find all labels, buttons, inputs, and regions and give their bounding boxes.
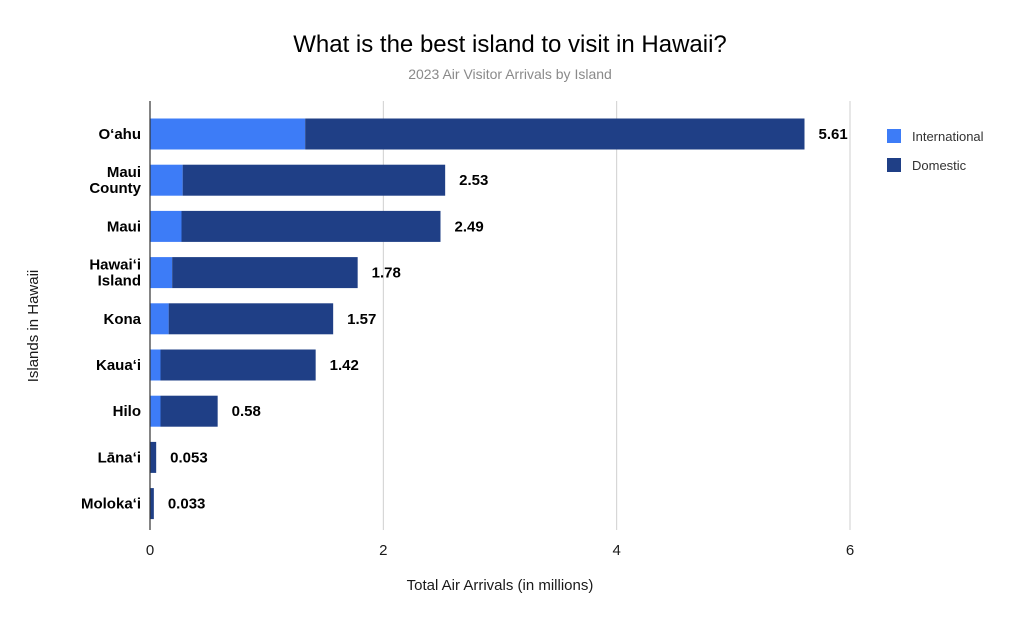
legend-swatch-domestic bbox=[887, 158, 901, 172]
legend-swatch-international bbox=[887, 129, 901, 143]
data-label: 0.58 bbox=[232, 403, 261, 420]
category-label: Maui County bbox=[89, 164, 141, 197]
category-label: O‘ahu bbox=[98, 126, 141, 143]
x-tick-label: 4 bbox=[612, 542, 620, 559]
category-label: Lāna‘i bbox=[98, 449, 141, 466]
bar-domestic-8 bbox=[150, 488, 154, 520]
bars bbox=[150, 118, 805, 520]
data-label: 0.033 bbox=[168, 496, 206, 513]
bar-domestic-6 bbox=[160, 395, 218, 427]
bar-international-4 bbox=[150, 303, 169, 335]
x-tick-label: 6 bbox=[846, 542, 854, 559]
category-label: Kona bbox=[104, 311, 142, 328]
bar-domestic-4 bbox=[168, 303, 334, 335]
bar-domestic-1 bbox=[182, 164, 446, 196]
bar-international-5 bbox=[150, 349, 161, 381]
x-axis-label: Total Air Arrivals (in millions) bbox=[407, 577, 594, 594]
bar-international-1 bbox=[150, 164, 183, 196]
category-label: Maui bbox=[107, 218, 141, 235]
bar-international-3 bbox=[150, 257, 173, 289]
chart-subtitle: 2023 Air Visitor Arrivals by Island bbox=[408, 66, 612, 82]
data-label: 1.42 bbox=[330, 357, 359, 374]
bar-domestic-2 bbox=[181, 210, 441, 242]
category-label: Moloka‘i bbox=[81, 496, 141, 513]
category-label: Kaua‘i bbox=[96, 357, 141, 374]
x-tick-label: 0 bbox=[146, 542, 154, 559]
data-label: 5.61 bbox=[819, 126, 848, 143]
legend-label-domestic: Domestic bbox=[912, 158, 967, 173]
category-label: Hilo bbox=[113, 403, 141, 420]
data-label: 0.053 bbox=[170, 449, 208, 466]
bar-domestic-0 bbox=[305, 118, 805, 150]
legend-label-international: International bbox=[912, 129, 984, 144]
category-labels: O‘ahu Maui County Maui Hawai‘i Island Kona Kaua… bbox=[81, 126, 142, 513]
data-label: 2.49 bbox=[455, 218, 484, 235]
bar-domestic-7 bbox=[150, 441, 157, 473]
data-labels: 5.61 2.53 2.49 1.78 1.57 1.42 0.58 0.053 0.033 bbox=[168, 126, 848, 513]
data-label: 1.78 bbox=[372, 265, 401, 282]
gridlines bbox=[382, 101, 851, 530]
category-label: Hawai‘i Island bbox=[89, 257, 141, 290]
data-label: 2.53 bbox=[459, 172, 488, 189]
data-label: 1.57 bbox=[347, 311, 376, 328]
legend: International Domestic bbox=[887, 129, 984, 173]
bar-international-2 bbox=[150, 210, 182, 242]
bar-international-0 bbox=[150, 118, 306, 150]
chart-title: What is the best island to visit in Hawa… bbox=[293, 31, 727, 58]
bar-domestic-5 bbox=[160, 349, 316, 381]
y-axis-label: Islands in Hawaii bbox=[25, 270, 42, 383]
bar-domestic-3 bbox=[172, 257, 358, 289]
bar-international-6 bbox=[150, 395, 161, 427]
x-tick-label: 2 bbox=[379, 542, 387, 559]
x-tick-labels: 0 2 4 6 bbox=[146, 542, 854, 559]
